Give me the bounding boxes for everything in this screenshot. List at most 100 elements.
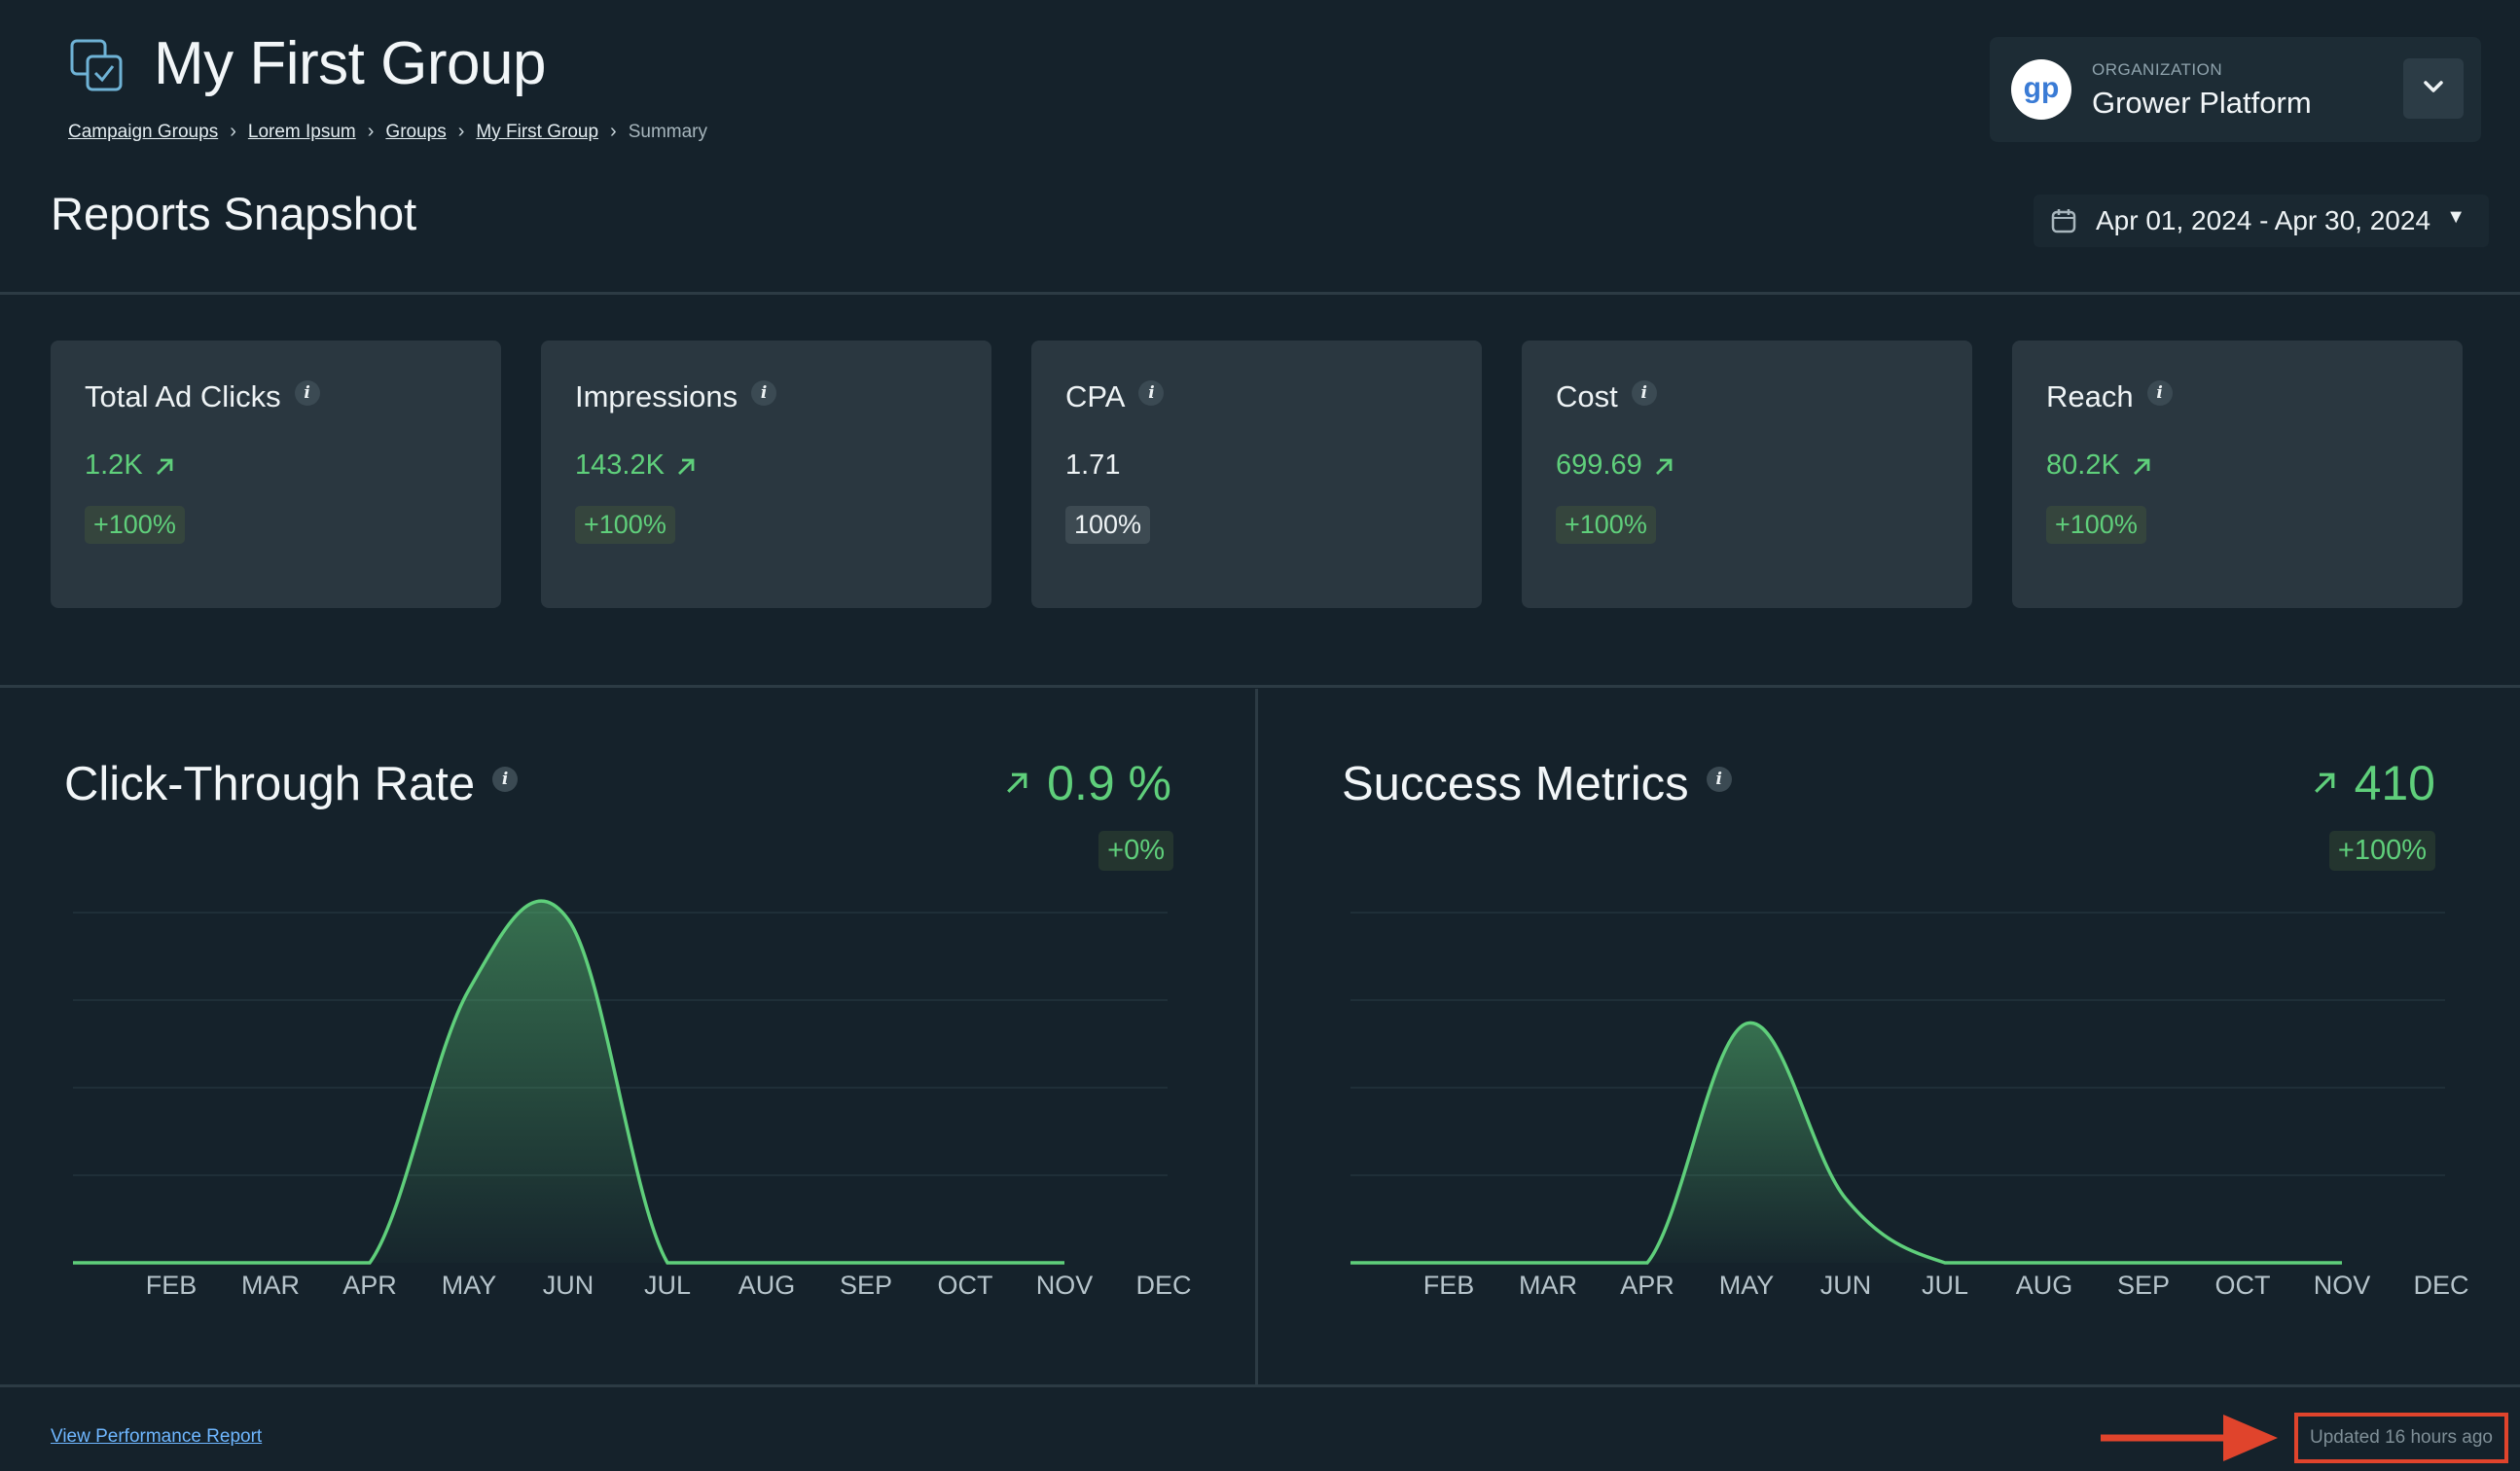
breadcrumb-my-first-group[interactable]: My First Group: [476, 121, 599, 142]
info-icon[interactable]: i: [1138, 380, 1165, 406]
breadcrumb-separator: ›: [610, 121, 617, 142]
x-tick-label: JUL: [644, 1271, 691, 1300]
organization-logo-text: gp: [2024, 72, 2060, 104]
page-title: My First Group: [154, 30, 546, 97]
organization-selector[interactable]: gp ORGANIZATION Grower Platform: [1990, 37, 2481, 142]
page-header: My First Group Campaign Groups › Lorem I…: [0, 0, 2520, 292]
chart-change-badge: +100%: [2328, 831, 2435, 871]
x-tick-label: AUG: [738, 1271, 796, 1300]
info-icon[interactable]: i: [1631, 380, 1657, 406]
series-line: [1350, 1021, 2342, 1265]
arrow-up-right-icon: [1007, 772, 1027, 793]
x-tick-label: MAR: [1519, 1271, 1577, 1300]
calendar-icon: [2051, 207, 2078, 234]
x-tick-label: DEC: [2413, 1271, 2468, 1300]
arrow-up-right-icon: [153, 454, 176, 478]
kpi-title: Impressions: [575, 379, 738, 413]
organization-name: Grower Platform: [2092, 86, 2312, 120]
x-tick-label: SEP: [2117, 1271, 2170, 1300]
chart-panel-success-metrics: Success Metrics i 410 +100% FEB MAR APR MAY J…: [1258, 689, 2513, 1384]
info-icon[interactable]: i: [751, 380, 777, 406]
kpi-change-badge: 100%: [1065, 506, 1151, 544]
chart-panel-click-through-rate: Click-Through Rate i 0.9 % +0% FEB MAR APR M…: [0, 689, 1255, 1384]
organization-label: ORGANIZATION: [2092, 60, 2223, 79]
last-updated-text: Updated 16 hours ago: [2309, 1427, 2494, 1448]
breadcrumb-separator: ›: [367, 121, 375, 142]
x-tick-label: JUL: [1922, 1271, 1968, 1300]
kpi-card-cost: Cost i 699.69 +100%: [1522, 341, 1972, 608]
series-area: [1350, 1023, 2342, 1263]
x-tick-label: OCT: [2215, 1271, 2271, 1300]
view-performance-report-link[interactable]: View Performance Report: [51, 1426, 263, 1447]
section-divider: [0, 292, 2520, 295]
x-tick-label: APR: [1620, 1271, 1674, 1300]
chart-title: Success Metrics: [1342, 758, 1689, 810]
chart-title: Click-Through Rate: [64, 758, 476, 810]
kpi-change-badge: +100%: [1556, 506, 1656, 544]
breadcrumb-campaign-groups[interactable]: Campaign Groups: [68, 121, 219, 142]
caret-down-icon: ▼: [2446, 206, 2466, 228]
organization-dropdown-button[interactable]: [2403, 58, 2464, 119]
last-updated-highlight: Updated 16 hours ago: [2294, 1413, 2508, 1463]
section-divider: [0, 1384, 2520, 1387]
group-icon: [68, 37, 126, 95]
chart-change-badge: +0%: [1098, 831, 1173, 871]
arrow-up-right-icon: [2130, 454, 2153, 478]
kpi-card-impressions: Impressions i 143.2K +100%: [541, 341, 991, 608]
x-tick-label: JUN: [1820, 1271, 1872, 1300]
breadcrumb: Campaign Groups › Lorem Ipsum › Groups ›…: [68, 121, 707, 143]
arrow-up-right-icon: [1652, 454, 1675, 478]
x-tick-label: FEB: [146, 1271, 198, 1300]
kpi-title: Total Ad Clicks: [85, 379, 281, 413]
kpi-title: Reach: [2046, 379, 2134, 413]
x-tick-label: MAY: [442, 1271, 497, 1300]
x-tick-label: MAY: [1719, 1271, 1775, 1300]
kpi-title: CPA: [1065, 379, 1126, 413]
chart-stat-value: 0.9 %: [1047, 756, 1171, 810]
info-icon[interactable]: i: [1706, 767, 1732, 792]
breadcrumb-summary: Summary: [628, 121, 707, 142]
reports-snapshot-heading: Reports Snapshot: [51, 188, 417, 239]
kpi-card-reach: Reach i 80.2K +100%: [2012, 341, 2463, 608]
x-tick-label: MAR: [241, 1271, 300, 1300]
info-icon[interactable]: i: [294, 380, 320, 406]
kpi-value: 1.2K: [85, 449, 143, 481]
breadcrumb-separator: ›: [230, 121, 236, 142]
red-arrow-annotation: [2101, 1415, 2278, 1461]
kpi-value: 699.69: [1556, 449, 1642, 481]
breadcrumb-separator: ›: [457, 121, 465, 142]
chart-divider: [1255, 689, 1258, 1384]
kpi-value: 80.2K: [2046, 449, 2120, 481]
organization-logo: gp: [2011, 59, 2071, 120]
click-through-rate-chart: FEB MAR APR MAY JUN JUL AUG SEP OCT NOV DEC: [73, 899, 1192, 1300]
kpi-card-total-ad-clicks: Total Ad Clicks i 1.2K +100%: [51, 341, 501, 608]
kpi-card-cpa: CPA i 1.71 100%: [1031, 341, 1482, 608]
kpi-value: 143.2K: [575, 449, 665, 481]
arrow-up-right-icon: [2314, 772, 2334, 793]
x-tick-label: SEP: [840, 1271, 892, 1300]
x-tick-label: OCT: [938, 1271, 993, 1300]
x-tick-label: FEB: [1423, 1271, 1475, 1300]
date-range-picker[interactable]: Apr 01, 2024 - Apr 30, 2024 ▼: [2034, 195, 2489, 247]
x-tick-label: APR: [342, 1271, 397, 1300]
series-area: [73, 901, 1064, 1263]
x-tick-label: DEC: [1135, 1271, 1191, 1300]
success-metrics-chart: FEB MAR APR MAY JUN JUL AUG SEP OCT NOV DEC: [1350, 912, 2469, 1300]
kpi-change-badge: +100%: [2046, 506, 2146, 544]
x-tick-label: NOV: [1036, 1271, 1094, 1300]
info-icon[interactable]: i: [492, 767, 519, 792]
kpi-change-badge: +100%: [85, 506, 185, 544]
chart-stat-value: 410: [2354, 756, 2435, 810]
breadcrumb-lorem-ipsum[interactable]: Lorem Ipsum: [247, 121, 356, 142]
kpi-value: 1.71: [1065, 449, 1121, 481]
x-tick-label: NOV: [2314, 1271, 2371, 1300]
kpi-cards: Total Ad Clicks i 1.2K +100% Impressions i…: [51, 341, 2464, 608]
x-tick-label: AUG: [2016, 1271, 2073, 1300]
kpi-change-badge: +100%: [575, 506, 675, 544]
breadcrumb-groups[interactable]: Groups: [385, 121, 447, 142]
series-line: [73, 899, 1064, 1265]
info-icon[interactable]: i: [2146, 380, 2173, 406]
kpi-title: Cost: [1556, 379, 1618, 413]
chevron-down-icon: [2422, 79, 2445, 99]
date-range-text: Apr 01, 2024 - Apr 30, 2024: [2096, 205, 2431, 235]
